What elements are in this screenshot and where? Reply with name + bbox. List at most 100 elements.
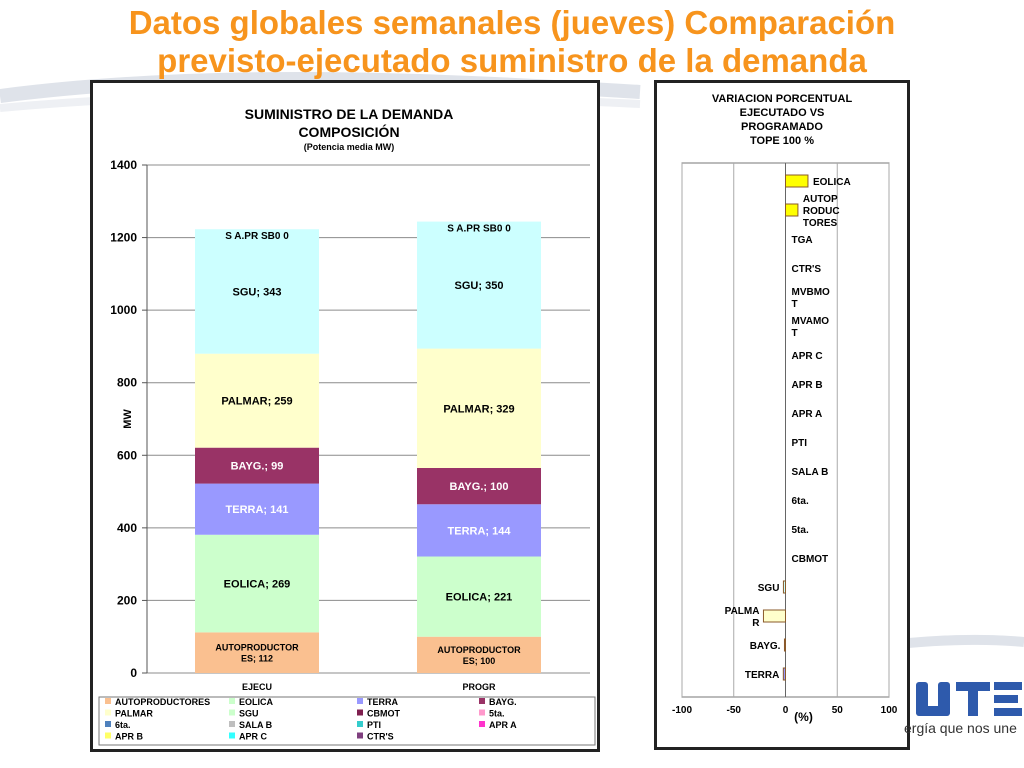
x-tick-label: 50	[832, 705, 844, 716]
legend-swatch-eolica	[229, 698, 235, 704]
category-label-5ta: 5ta.	[792, 525, 809, 536]
y-tick-label: 200	[117, 593, 137, 607]
legend-swatch-palmar	[105, 709, 111, 716]
legend-label-6ta: 6ta.	[115, 720, 131, 730]
y-tick-label: 1000	[110, 303, 137, 317]
variation-bar-terra	[782, 667, 786, 681]
data-label: EOLICA; 221	[446, 592, 513, 604]
legend-swatch-ctr-s	[357, 732, 363, 739]
x-tick-label: -100	[672, 705, 692, 716]
bar-segment-palmar-progr	[417, 348, 541, 468]
y-tick-label: 400	[117, 521, 137, 535]
data-label: PALMAR; 259	[221, 396, 292, 408]
legend-label-autoproductores: AUTOPRODUCTORES	[115, 697, 210, 707]
data-label: AUTOPRODUCTOR	[437, 645, 521, 655]
bar-segment-terra-ejecu	[195, 483, 319, 535]
category-label-bayg: BAYG.	[750, 641, 781, 652]
x-tick-label: 0	[783, 705, 789, 716]
legend-label-terra: TERRA	[367, 697, 398, 707]
category-label-apr-a: APR A	[792, 409, 823, 420]
legend-swatch-terra	[357, 698, 363, 704]
x-tick-label: EJECU	[242, 682, 272, 692]
slide-title-line-2: previsto-ejecutado suministro de la dema…	[157, 42, 867, 79]
logo-tagline: ergía que nos une	[904, 720, 1017, 736]
variation-title-line: EJECUTADO VS	[740, 107, 825, 119]
data-label: SGU; 343	[233, 286, 282, 298]
chart-note: (Potencia media MW)	[304, 142, 395, 152]
variation-horizontal-bar-chart: VARIACION PORCENTUAL EJECUTADO VS PROGRAMA…	[672, 93, 898, 724]
legend-swatch-sgu	[229, 709, 235, 716]
variation-bar-autoproductores	[785, 203, 799, 217]
bar-segment-eolica-ejecu	[195, 534, 319, 633]
data-label: EOLICA; 269	[224, 579, 291, 591]
bar-segment-sgu-ejecu	[195, 229, 319, 354]
category-label-apr-b: APR B	[792, 380, 823, 391]
legend-label-palmar: PALMAR	[115, 709, 153, 719]
x-tick-label: 100	[881, 705, 898, 716]
x-axis-label: (%)	[794, 710, 813, 724]
data-label: ES; 100	[463, 656, 496, 666]
data-label: TERRA; 141	[226, 504, 289, 516]
legend-label-ctr-s: CTR'S	[367, 732, 394, 742]
x-tick-label: -50	[727, 705, 742, 716]
category-label-apr-c: APR C	[792, 351, 823, 362]
bar-segment-autoproductores-progr	[417, 636, 541, 673]
composition-chart-panel: SUMINISTRO DE LA DEMANDA COMPOSICIÓN (Pote…	[90, 80, 600, 752]
category-label-palmar: R	[752, 618, 760, 629]
category-label-mvbmot: MVBMO	[792, 287, 831, 298]
stack-top-label: S A.PR SB0 0	[447, 224, 511, 235]
bar-segment-autoproductores-ejecu	[195, 632, 319, 673]
bar-segment-bayg-progr	[417, 467, 541, 505]
data-label: BAYG.; 100	[450, 481, 509, 493]
variation-bar-eolica	[785, 174, 809, 188]
category-label-autoproductores: TORES	[803, 218, 838, 229]
variation-title-line: TOPE 100 %	[750, 135, 814, 147]
bar-segment-eolica-progr	[417, 556, 541, 637]
y-tick-label: 600	[117, 448, 137, 462]
bar-segment-sgu-progr	[417, 221, 541, 349]
variation-bar-sgu	[782, 580, 787, 594]
y-axis-label: MW	[122, 409, 134, 429]
legend-swatch-sala-b	[229, 721, 235, 727]
variation-bar-bayg	[783, 638, 786, 652]
legend-swatch-5ta	[479, 709, 485, 716]
stack-top-label: S A.PR SB0 0	[225, 231, 289, 242]
legend-label-apr-b: APR B	[115, 732, 144, 742]
category-label-pti: PTI	[792, 438, 808, 449]
data-label: ES; 112	[241, 654, 273, 664]
y-tick-label: 1200	[110, 231, 137, 245]
data-label: BAYG.; 99	[231, 461, 284, 473]
category-label-palmar: PALMA	[725, 606, 760, 617]
legend-swatch-cbmot	[357, 709, 363, 716]
bar-segment-bayg-ejecu	[195, 447, 319, 484]
y-tick-label: 800	[117, 376, 137, 390]
y-tick-label: 0	[130, 666, 137, 680]
bar-segment-palmar-ejecu	[195, 353, 319, 448]
legend-label-eolica: EOLICA	[239, 697, 274, 707]
legend-label-pti: PTI	[367, 720, 381, 730]
legend-swatch-bayg	[479, 698, 485, 704]
legend-box	[98, 696, 596, 746]
data-label: TERRA; 144	[448, 525, 512, 537]
legend-label-cbmot: CBMOT	[367, 709, 400, 719]
category-label-ctr-s: CTR'S	[792, 264, 822, 275]
category-label-cbmot: CBMOT	[792, 554, 829, 565]
category-label-eolica: EOLICA	[813, 177, 851, 188]
slide-title: Datos globales semanales (jueves) Compar…	[0, 4, 1024, 80]
variation-title-line: VARIACION PORCENTUAL	[712, 93, 853, 105]
category-label-autoproductores: RODUC	[803, 206, 840, 217]
legend-swatch-apr-b	[105, 732, 111, 739]
category-label-sgu: SGU	[758, 583, 780, 594]
variation-chart-panel: VARIACION PORCENTUAL EJECUTADO VS PROGRAMA…	[654, 80, 910, 750]
data-label: AUTOPRODUCTOR	[215, 643, 299, 653]
x-tick-label: PROGR	[462, 682, 496, 692]
legend-label-sala-b: SALA B	[239, 720, 273, 730]
data-label: SGU; 350	[455, 280, 504, 292]
legend-swatch-apr-c	[229, 732, 235, 739]
legend-label-apr-a: APR A	[489, 720, 517, 730]
chart-title: SUMINISTRO DE LA DEMANDA	[245, 106, 454, 122]
chart-subtitle: COMPOSICIÓN	[298, 123, 399, 140]
ute-logo	[916, 682, 1022, 716]
variation-bar-palmar	[762, 609, 786, 623]
